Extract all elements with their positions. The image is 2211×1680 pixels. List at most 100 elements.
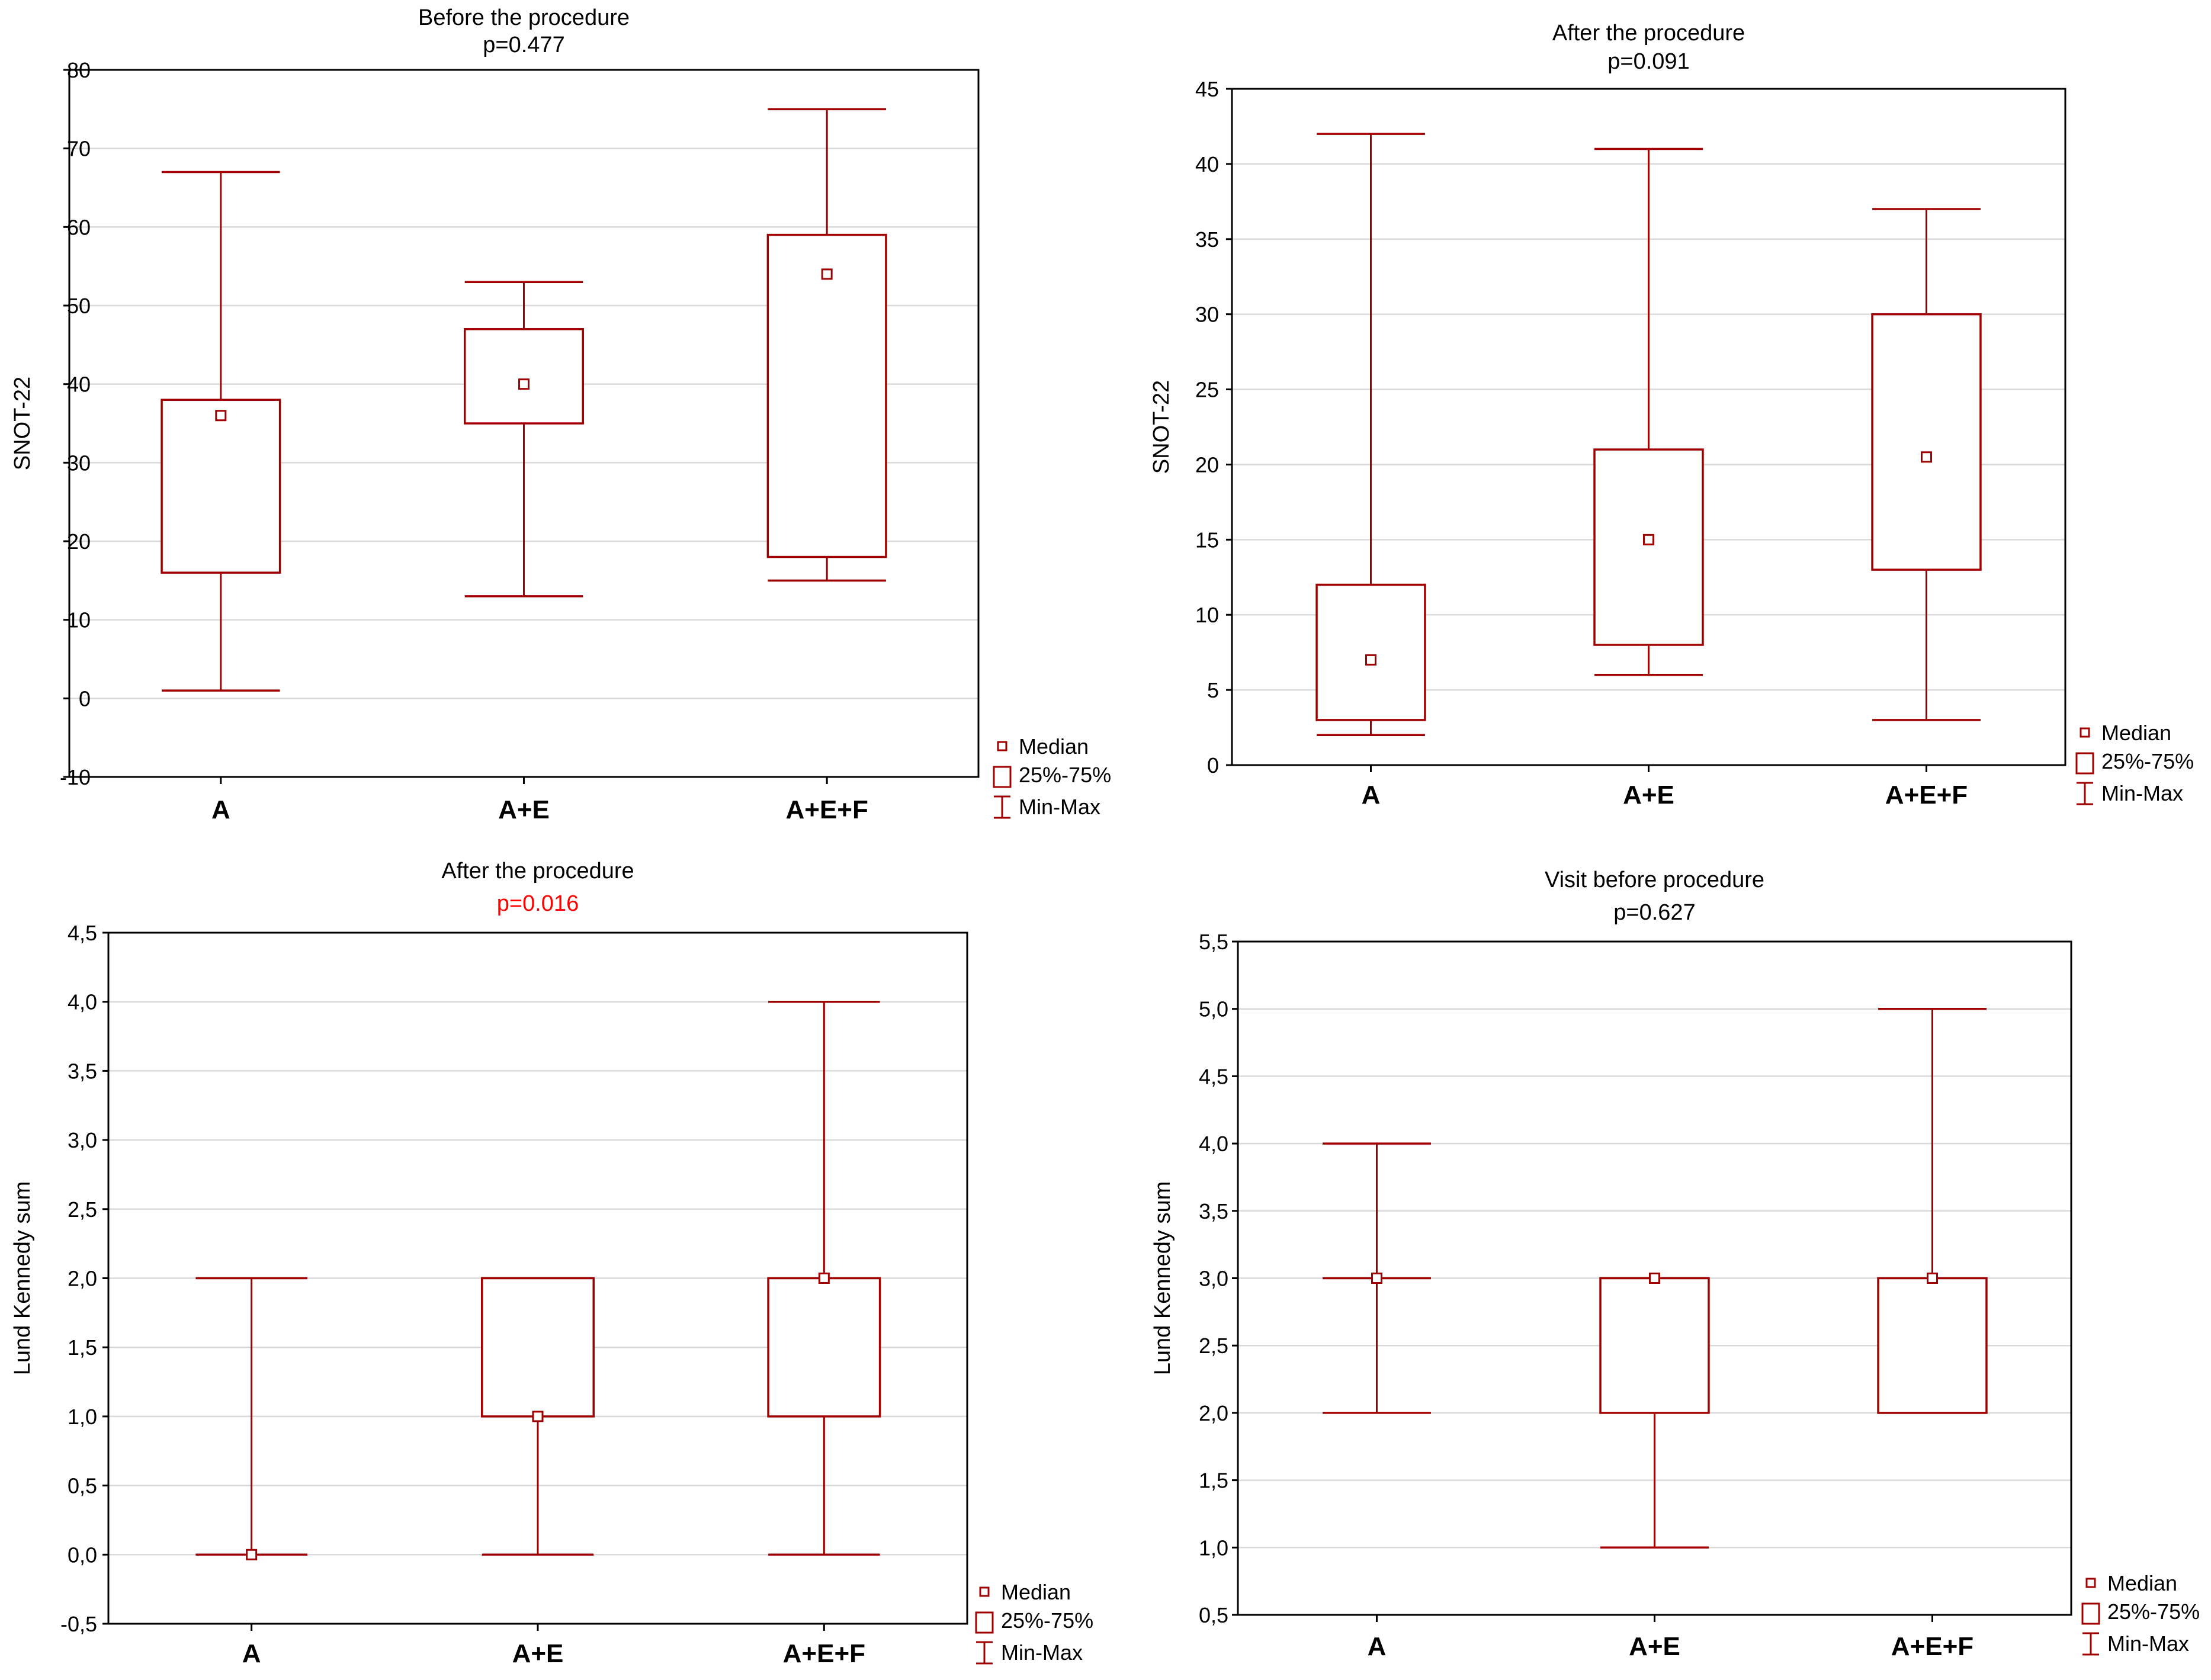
box-group-a	[1315, 133, 1426, 736]
y-tick-label: -0,5	[60, 1612, 97, 1636]
y-tick-label: 20	[1195, 452, 1219, 477]
box-group-a-e-f	[766, 108, 887, 582]
iqr-box	[1315, 583, 1426, 721]
chart-panel-1: -10 0 10 20 30 40 50 60 70 80 SNOT-22 Before the pr…	[10, 5, 1111, 824]
chart-title: After the procedure	[441, 859, 634, 884]
y-tick-label: 3,0	[68, 1128, 97, 1152]
y-tick-label: 5,5	[1199, 930, 1228, 954]
legend-box-label: 25%-75%	[1019, 763, 1111, 787]
box-group-a-e-f	[1871, 208, 1982, 721]
chart-panel-4: 0,5 1,0 1,5 2,0 2,5 3,0 3,5 4,0 4,5 5,0 5,5 Lund Ke…	[1150, 868, 2200, 1661]
y-tick-label: 70	[67, 137, 91, 161]
y-tick-label: -10	[60, 765, 91, 789]
legend-median-icon	[2085, 1578, 2096, 1588]
y-tick-label: 1,5	[1199, 1469, 1228, 1493]
median-marker	[818, 1273, 830, 1284]
chart-subtitle: p=0.477	[483, 33, 564, 57]
y-axis-label: SNOT-22	[1149, 380, 1174, 474]
box-group-a-e-f	[1877, 1007, 1988, 1414]
median-marker	[1365, 654, 1376, 666]
x-tick-label: A+E	[498, 795, 550, 824]
legend: Median 25%-75% Min-Max	[975, 1580, 1093, 1665]
legend-median-label: Median	[2101, 721, 2171, 745]
y-tick-label: 40	[67, 372, 91, 397]
y-tick-label: 4,0	[68, 990, 97, 1014]
chart-subtitle: p=0.016	[497, 891, 579, 916]
x-tick-label: A	[1362, 780, 1381, 810]
legend-whisker-label: Min-Max	[1019, 795, 1100, 819]
y-tick-label: 80	[67, 58, 91, 82]
x-tick-label: A+E+F	[785, 795, 868, 824]
legend-whisker-label: Min-Max	[2107, 1631, 2189, 1656]
legend-box-icon	[2081, 1602, 2100, 1625]
iqr-box	[1877, 1277, 1988, 1414]
chart-panel-3: -0,5 0,0 0,5 1,0 1,5 2,0 2,5 3,0 3,5 4,0 4,5 Lund K…	[10, 859, 1093, 1668]
y-tick-label: 0,5	[1199, 1603, 1228, 1627]
legend-box-label: 25%-75%	[2107, 1599, 2200, 1624]
y-tick-label: 4,5	[68, 921, 97, 945]
chart-title: After the procedure	[1552, 21, 1745, 46]
legend-median-icon	[997, 741, 1007, 751]
y-tick-label: 35	[1195, 227, 1219, 252]
chart-title: Before the procedure	[418, 5, 630, 30]
iqr-box	[1599, 1277, 1710, 1414]
legend-box-label: 25%-75%	[2101, 749, 2194, 773]
y-tick-label: 0	[79, 686, 91, 711]
median-marker	[518, 378, 530, 390]
y-tick-label: 50	[67, 294, 91, 318]
y-tick-label: 0	[1207, 753, 1219, 778]
median-marker	[1643, 534, 1654, 545]
chart-subtitle: p=0.091	[1607, 49, 1689, 74]
x-tick-label: A	[1368, 1632, 1387, 1661]
x-tick-label: A+E	[1629, 1632, 1680, 1661]
x-tick-label: A+E	[1623, 780, 1674, 810]
y-tick-label: 10	[67, 608, 91, 632]
legend: Median 25%-75% Min-Max	[2075, 721, 2194, 805]
legend-box-label: 25%-75%	[1001, 1608, 1093, 1633]
median-marker	[821, 268, 833, 280]
x-tick-label: A+E	[512, 1639, 564, 1668]
y-tick-label: 4,0	[1199, 1132, 1228, 1156]
y-tick-label: 3,0	[1199, 1267, 1228, 1291]
chart-panel-2: 0 5 10 15 20 25 30 35 40 45 SNOT-22 After the proce…	[1149, 21, 2194, 810]
y-tick-label: 45	[1195, 77, 1219, 101]
x-tick-label: A+E+F	[783, 1639, 865, 1668]
median-marker	[1921, 451, 1932, 463]
median-marker	[246, 1549, 258, 1560]
y-tick-label: 2,5	[68, 1197, 97, 1222]
y-axis-label: Lund Kennedy sum	[10, 1181, 35, 1375]
chart-title: Visit before procedure	[1545, 868, 1764, 892]
legend-box-icon	[975, 1611, 994, 1634]
chart-subtitle: p=0.627	[1613, 900, 1695, 925]
legend-whisker-label: Min-Max	[1001, 1640, 1083, 1665]
box-group-a-e	[1593, 147, 1704, 676]
legend-median-icon	[2080, 727, 2090, 738]
x-tick-label: A+E+F	[1891, 1632, 1973, 1661]
y-tick-label: 3,5	[1199, 1199, 1228, 1223]
y-tick-label: 2,5	[1199, 1334, 1228, 1358]
x-tick-label: A	[242, 1639, 261, 1668]
legend-box-icon	[2075, 752, 2094, 775]
legend-median-label: Median	[1001, 1580, 1071, 1604]
iqr-box	[161, 399, 281, 574]
y-tick-label: 30	[1195, 303, 1219, 327]
y-tick-label: 1,0	[68, 1405, 97, 1429]
x-tick-label: A+E+F	[1885, 780, 1968, 810]
box-group-a	[161, 171, 281, 692]
y-tick-label: 0,5	[68, 1474, 97, 1498]
y-tick-label: 2,0	[68, 1267, 97, 1291]
y-tick-label: 2,0	[1199, 1401, 1228, 1425]
y-tick-label: 1,0	[1199, 1536, 1228, 1560]
x-tick-label: A	[211, 795, 230, 824]
box-group-a-e	[463, 281, 585, 598]
iqr-box	[1593, 448, 1704, 646]
box-group-a-e	[481, 1277, 595, 1556]
y-tick-label: 5	[1207, 678, 1219, 702]
y-tick-label: 3,5	[68, 1059, 97, 1083]
iqr-box	[463, 328, 585, 425]
legend-median-label: Median	[2107, 1571, 2177, 1595]
median-marker	[532, 1411, 544, 1422]
legend: Median 25%-75% Min-Max	[993, 734, 1111, 819]
box-group-a	[1323, 1142, 1431, 1414]
